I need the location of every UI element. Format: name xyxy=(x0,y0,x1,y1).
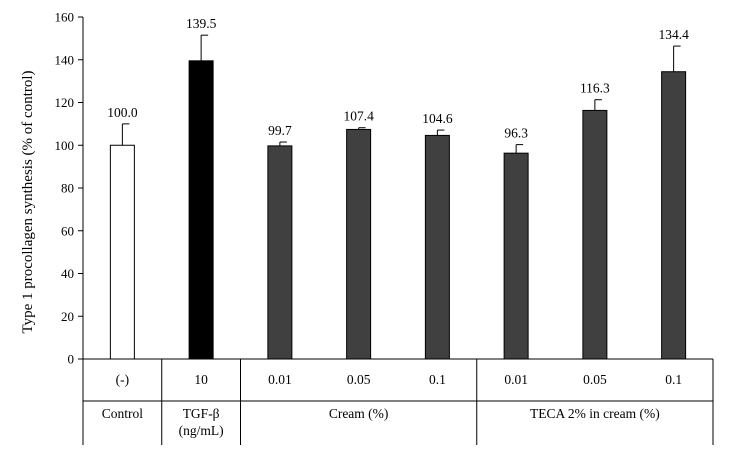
group-label: Control xyxy=(102,406,144,421)
y-axis: 0 20 40 60 80 100 120 140 160 xyxy=(55,10,84,367)
group-label: (ng/mL) xyxy=(179,423,224,438)
bar xyxy=(109,144,135,360)
category-label: 10 xyxy=(194,372,208,387)
category-label: 0.1 xyxy=(665,372,682,387)
bar xyxy=(346,128,372,360)
bars: 100.0 139.5 99.7 107.4 104.6 96.3 116.3 134.4 xyxy=(107,16,689,360)
bar xyxy=(267,145,293,360)
data-label: 99.7 xyxy=(268,123,292,138)
group-label: TECA 2% in cream (%) xyxy=(530,406,660,421)
y-tick-label: 120 xyxy=(55,95,75,110)
y-tick-label: 60 xyxy=(61,223,74,238)
category-label: 0.01 xyxy=(268,372,292,387)
group-label: TGF-β xyxy=(183,406,220,421)
data-label: 104.6 xyxy=(422,111,453,126)
category-label: 0.1 xyxy=(429,372,446,387)
data-label: 134.4 xyxy=(658,27,689,42)
y-tick-label: 40 xyxy=(61,266,74,281)
y-tick-label: 160 xyxy=(55,10,75,25)
category-label: 0.05 xyxy=(583,372,607,387)
category-label: (-) xyxy=(116,372,130,387)
group-label: Cream (%) xyxy=(329,406,389,421)
data-label: 139.5 xyxy=(186,16,217,31)
y-axis-label: Type 1 procollagen synthesis (% of contr… xyxy=(20,70,36,333)
data-label: 116.3 xyxy=(580,81,610,96)
bar xyxy=(503,152,529,360)
data-label: 107.4 xyxy=(343,109,374,124)
bar xyxy=(424,134,450,360)
y-tick-label: 20 xyxy=(61,309,74,324)
y-tick-label: 100 xyxy=(55,138,75,153)
category-label: 0.05 xyxy=(347,372,371,387)
bar xyxy=(188,60,214,360)
data-label: 100.0 xyxy=(107,105,138,120)
y-tick-label: 80 xyxy=(61,181,74,196)
y-tick-label: 0 xyxy=(68,352,75,367)
data-label: 96.3 xyxy=(504,126,528,141)
x-axis-table: Control TGF-β (ng/mL) Cream (%) TECA 2% in c… xyxy=(82,358,714,445)
bar xyxy=(661,71,687,360)
bar xyxy=(582,109,608,360)
y-tick-label: 140 xyxy=(55,52,75,67)
category-label: 0.01 xyxy=(504,372,528,387)
